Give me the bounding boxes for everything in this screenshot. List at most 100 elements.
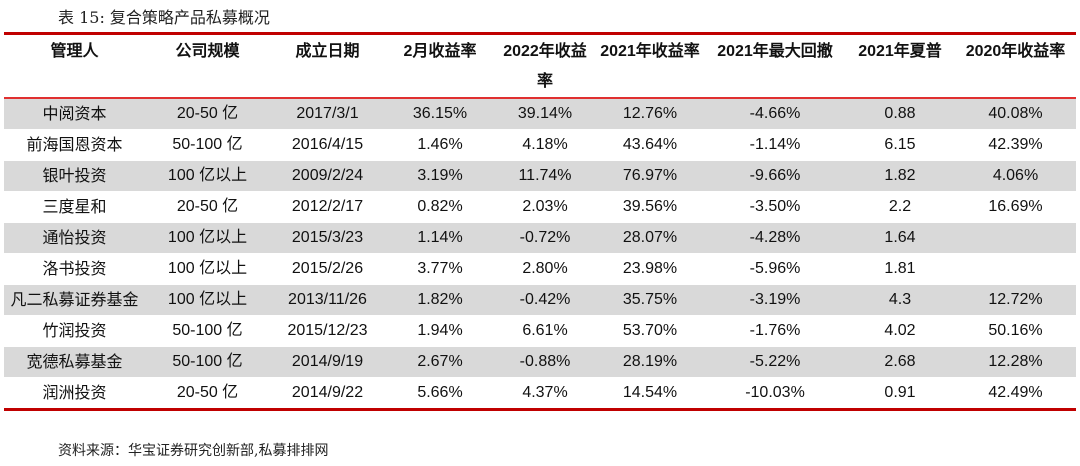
table-cell: 6.15 (884, 136, 916, 153)
table-cell: -1.76% (749, 322, 801, 339)
table-cell: 20-50 亿 (145, 98, 270, 130)
table-cell: 竹润投资 (42, 321, 107, 340)
table-cell: 42.39% (988, 136, 1043, 153)
table-row: 前海国恩资本 50-100 亿 2016/4/15 1.46% 4.18% 43.64% -… (4, 130, 1076, 161)
table-cell: -4.66% (705, 98, 845, 130)
table-cell: -9.66% (705, 160, 845, 192)
table-cell: 0.91 (884, 384, 916, 401)
table-cell: 2013/11/26 (270, 284, 385, 316)
table-cell: -5.22% (705, 346, 845, 378)
table-cell: -1.14% (749, 136, 801, 153)
table-cell: -0.42% (495, 284, 595, 316)
table-cell: -0.88% (495, 346, 595, 378)
table-cell: 2012/2/17 (291, 198, 364, 215)
table-cell: 76.97% (595, 160, 705, 192)
table-row: 银叶投资 100 亿以上 2009/2/24 3.19% 11.74% 76.97% -9.… (4, 160, 1076, 192)
table-cell: 39.14% (495, 98, 595, 130)
table-cell: 100 亿以上 (145, 284, 270, 316)
table-cell: 20-50 亿 (176, 384, 239, 401)
private-fund-table: 管理人 公司规模 成立日期 2月收益率 2022年收益率 2021年收益率 2021年最大回… (4, 32, 1076, 411)
table-cell: -3.50% (749, 198, 801, 215)
table-cell: -10.03% (745, 384, 805, 401)
table-cell: 宽德私募基金 (4, 346, 145, 378)
table-cell: 1.81 (884, 260, 916, 277)
table-cell: 3.19% (385, 160, 495, 192)
header-row: 管理人 公司规模 成立日期 2月收益率 2022年收益率 2021年收益率 2021年最大回… (4, 33, 1076, 98)
column-header: 2021年收益率 (600, 43, 700, 60)
table-cell: 43.64% (622, 136, 678, 153)
column-header: 2021年夏普 (858, 43, 942, 60)
table-row: 三度星和 20-50 亿 2012/2/17 0.82% 2.03% 39.56% -3.5… (4, 192, 1076, 223)
table-cell: 1.14% (385, 222, 495, 254)
table-cell: 53.70% (622, 322, 678, 339)
table-cell: 1.64 (845, 222, 955, 254)
table-cell: 12.28% (955, 346, 1076, 378)
table-cell: 50-100 亿 (172, 322, 243, 339)
table-cell: 2017/3/1 (270, 98, 385, 130)
table-cell: 100 亿以上 (167, 260, 248, 277)
table-cell: -5.96% (749, 260, 801, 277)
table-cell: 2015/3/23 (270, 222, 385, 254)
table-cell: 4.06% (955, 160, 1076, 192)
table-cell: 前海国恩资本 (26, 135, 123, 154)
table-cell: 23.98% (622, 260, 678, 277)
table-cell: 4.3 (845, 284, 955, 316)
table-cell: 2.68 (845, 346, 955, 378)
table-cell: 28.07% (595, 222, 705, 254)
table-row: 竹润投资 50-100 亿 2015/12/23 1.94% 6.61% 53.70% -1… (4, 316, 1076, 347)
table-cell: 20-50 亿 (176, 198, 239, 215)
column-header: 2021年最大回撤 (717, 43, 833, 60)
source-note: 资料来源：华宝证券研究创新部,私募排排网 (58, 443, 329, 459)
table-cell: 3.77% (417, 260, 463, 277)
column-header: 管理人 (50, 43, 99, 60)
table-cell: 2.2 (888, 198, 912, 215)
table-cell: 4.18% (522, 136, 568, 153)
table-cell: 4.02 (884, 322, 916, 339)
table-cell: 中阅资本 (4, 98, 145, 130)
table-cell: 2.03% (522, 198, 568, 215)
table-cell: 50-100 亿 (145, 346, 270, 378)
table-cell (955, 254, 1076, 285)
table-cell: 100 亿以上 (145, 160, 270, 192)
table-cell: 5.66% (417, 384, 463, 401)
table-cell: 2015/12/23 (287, 322, 368, 339)
table-row: 凡二私募证券基金 100 亿以上 2013/11/26 1.82% -0.42% 35.7… (4, 284, 1076, 316)
table-cell: 36.15% (385, 98, 495, 130)
column-header: 2022年收益率 (503, 43, 587, 90)
table-cell: 0.82% (417, 198, 463, 215)
table-cell: 2014/9/22 (291, 384, 364, 401)
table-row: 中阅资本 20-50 亿 2017/3/1 36.15% 39.14% 12.76% -4.… (4, 98, 1076, 130)
table-row: 洛书投资 100 亿以上 2015/2/26 3.77% 2.80% 23.98% -5.9… (4, 254, 1076, 285)
table-cell: 28.19% (595, 346, 705, 378)
table-cell: 2.67% (385, 346, 495, 378)
table-cell: 6.61% (522, 322, 568, 339)
table-cell: 通怡投资 (4, 222, 145, 254)
table-cell (955, 222, 1076, 254)
table-cell: 40.08% (955, 98, 1076, 130)
table-cell: -0.72% (495, 222, 595, 254)
table-cell: 39.56% (622, 198, 678, 215)
table-cell: 16.69% (988, 198, 1043, 215)
table-cell: 12.72% (955, 284, 1076, 316)
table-cell: 11.74% (495, 160, 595, 192)
table-cell: 2016/4/15 (291, 136, 364, 153)
column-header: 公司规模 (175, 43, 240, 60)
table-cell: 50.16% (988, 322, 1043, 339)
column-header: 2020年收益率 (965, 43, 1066, 60)
table-cell: 14.54% (622, 384, 678, 401)
table-cell: 洛书投资 (42, 259, 107, 278)
table-cell: 三度星和 (42, 197, 107, 216)
table-cell: 2009/2/24 (270, 160, 385, 192)
table-cell: 12.76% (595, 98, 705, 130)
table-row: 宽德私募基金 50-100 亿 2014/9/19 2.67% -0.88% 28.19%… (4, 346, 1076, 378)
table-cell: 1.46% (417, 136, 463, 153)
table-cell: 4.37% (522, 384, 568, 401)
table-cell: -3.19% (705, 284, 845, 316)
table-cell: 42.49% (988, 384, 1043, 401)
table-cell: 银叶投资 (4, 160, 145, 192)
column-header: 成立日期 (295, 43, 360, 60)
table-cell: 35.75% (595, 284, 705, 316)
table-cell: -4.28% (705, 222, 845, 254)
table-cell: 2014/9/19 (270, 346, 385, 378)
table-cell: 2.80% (522, 260, 568, 277)
